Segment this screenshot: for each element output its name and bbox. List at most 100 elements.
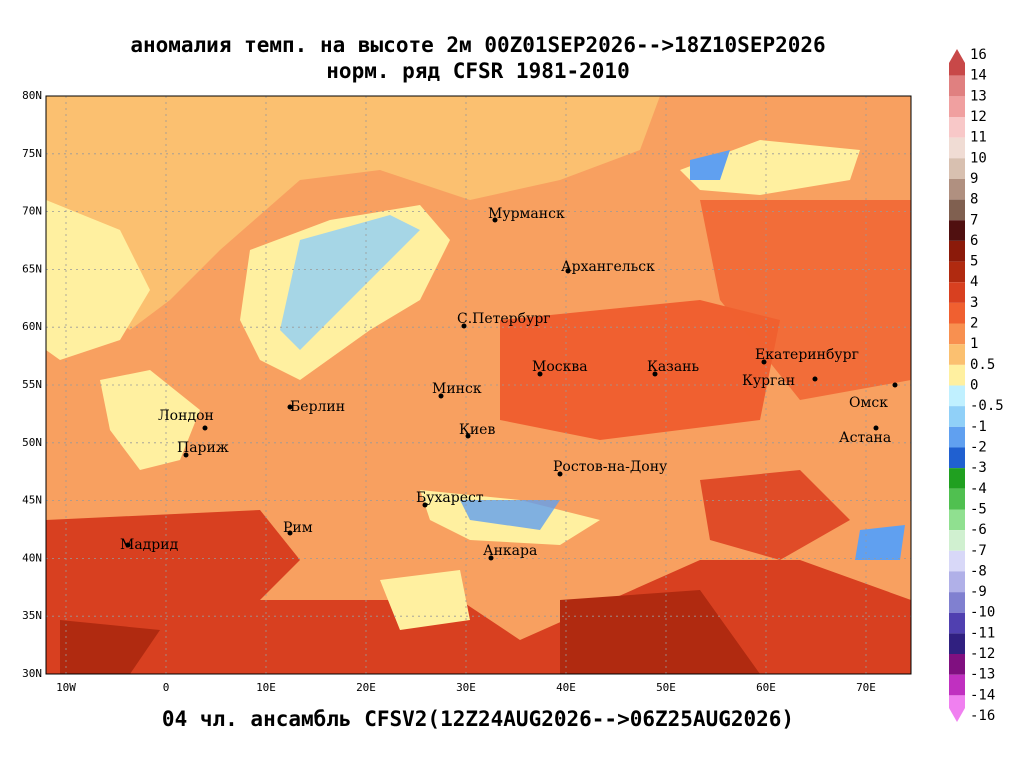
city-layer: Мурманск Архангельск С.Петербург Москва Каза… [120, 206, 898, 561]
color-swatch [949, 509, 965, 531]
city-dot [125, 542, 131, 548]
colorbar-label: 6 [970, 233, 978, 249]
color-swatch [949, 468, 965, 489]
map-frame [45, 95, 912, 675]
city-dot [873, 425, 879, 431]
color-swatch [949, 199, 965, 221]
city-dot [488, 555, 494, 561]
color-swatch [949, 654, 965, 675]
city-label: Москва [532, 359, 588, 375]
colorbar-label: -10 [970, 605, 995, 621]
footer: 04 чл. ансамбль CFSV2(12Z24AUG2026-->06Z… [162, 707, 794, 731]
color-swatch [949, 282, 965, 303]
lat-tick-label: 65N [22, 262, 42, 275]
lon-tick-label: 30E [456, 681, 476, 694]
city-dot [287, 404, 293, 410]
subtitle: норм. ряд CFSR 1981-2010 [326, 59, 629, 83]
city-dot [812, 376, 818, 382]
color-swatch [949, 633, 965, 655]
color-swatch [949, 406, 965, 427]
city-dot [761, 359, 767, 365]
color-swatch [949, 261, 965, 283]
city-dot [438, 393, 444, 399]
colorbar-label: -9 [970, 584, 987, 600]
colorbar-label: 0.5 [970, 357, 995, 373]
city-dot [557, 471, 563, 477]
colorbar-label: 10 [970, 150, 987, 166]
color-swatch [949, 447, 965, 469]
lat-tick-label: 80N [22, 89, 42, 102]
colorbar: 16 14 13 12 11 10 9 8 7 6 5 4 3 2 1 0.5 0 -0.5 -1 -2 -3 -4 -5 -… [949, 47, 1004, 724]
city-dot [461, 323, 467, 329]
color-swatch [949, 550, 965, 572]
title: аномалия темп. на высоте 2м 00Z01SEP2026… [130, 33, 825, 57]
colorbar-label: 3 [970, 295, 978, 311]
color-swatch [949, 96, 965, 117]
city-dot [892, 382, 898, 388]
color-swatch [949, 75, 965, 97]
colorbar-label: 5 [970, 254, 978, 270]
colorbar-label: 7 [970, 212, 978, 228]
city-label: Берлин [290, 399, 345, 415]
color-swatch [949, 323, 965, 345]
color-swatch [949, 364, 965, 386]
city-label: Мадрид [120, 537, 179, 553]
colorbar-label: 16 [970, 47, 987, 63]
lat-tick-label: 55N [22, 378, 42, 391]
city-label: Курган [742, 373, 795, 389]
city-label: Бухарест [416, 490, 484, 506]
colorbar-label: -1 [970, 419, 987, 435]
colorbar-label: -7 [970, 543, 987, 559]
lat-tick-label: 60N [22, 320, 42, 333]
lat-tick-label: 50N [22, 436, 42, 449]
colorbar-label: -13 [970, 667, 995, 683]
city-label: Лондон [158, 408, 214, 424]
lat-tick-label: 75N [22, 147, 42, 160]
color-swatch [949, 158, 965, 179]
color-swatch [949, 530, 965, 551]
city-dot [652, 371, 658, 377]
city-label: Архангельск [561, 259, 655, 275]
color-swatch [949, 488, 965, 510]
lat-tick-label: 40N [22, 551, 42, 564]
lon-tick-label: 40E [556, 681, 576, 694]
city-dot [565, 268, 571, 274]
colorbar-label: -11 [970, 625, 995, 641]
color-swatch [949, 220, 965, 241]
colorbar-label: -2 [970, 439, 987, 455]
city-dot [202, 425, 208, 431]
city-dot [183, 452, 189, 458]
city-label: Париж [177, 440, 229, 456]
color-swatch [949, 344, 965, 365]
city-dot [465, 433, 471, 439]
lon-tick-label: 50E [656, 681, 676, 694]
city-label: С.Петербург [457, 311, 551, 327]
color-swatch [949, 385, 965, 407]
color-swatch [949, 426, 965, 448]
colorbar-label: 8 [970, 192, 978, 208]
city-label: Омск [849, 395, 888, 411]
colorbar-label: -8 [970, 563, 987, 579]
colorbar-label: -3 [970, 460, 987, 476]
color-swatch [949, 674, 965, 696]
city-label: Астана [839, 430, 891, 446]
colorbar-label: 4 [970, 274, 978, 290]
city-label: Анкара [483, 543, 537, 559]
colorbar-label: -16 [970, 708, 995, 724]
colorbar-label: -4 [970, 481, 987, 497]
lat-tick-label: 70N [22, 205, 42, 218]
lat-tick-label: 45N [22, 494, 42, 507]
city-label: Киев [459, 422, 495, 438]
colorbar-label: -0.5 [970, 398, 1004, 414]
city-dot [492, 217, 498, 223]
city-label: Екатеринбург [755, 347, 859, 363]
color-swatch [949, 116, 965, 138]
color-swatch [949, 571, 965, 593]
colorbar-label: 13 [970, 88, 987, 104]
city-label: Ростов-на-Дону [553, 459, 668, 475]
colorbar-label: -6 [970, 522, 987, 538]
lon-tick-label: 10W [56, 681, 76, 694]
city-label: Рим [283, 520, 313, 536]
city-label: Казань [647, 359, 699, 375]
